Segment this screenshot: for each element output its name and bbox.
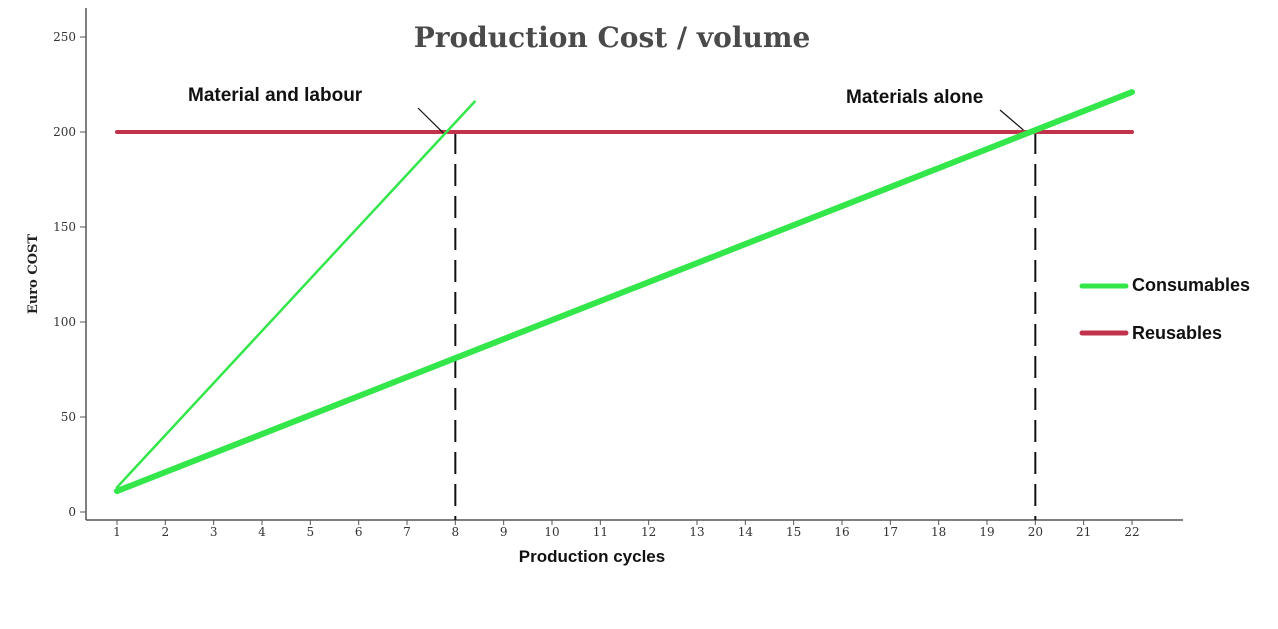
y-tick-label: 0 bbox=[68, 505, 76, 519]
x-tick-label: 14 bbox=[738, 525, 754, 539]
x-tick-label: 3 bbox=[210, 525, 218, 539]
breakeven-lines bbox=[454, 132, 1037, 520]
x-tick-label: 9 bbox=[500, 525, 508, 539]
x-tick-label: 21 bbox=[1076, 525, 1091, 539]
x-axis-title: Production cycles bbox=[519, 547, 665, 566]
x-tick-label: 11 bbox=[593, 525, 608, 539]
legend-label-consumables: Consumables bbox=[1132, 275, 1250, 295]
x-tick-label: 18 bbox=[931, 525, 946, 539]
annotation-pointer bbox=[417, 107, 444, 134]
series-line bbox=[115, 100, 476, 489]
x-tick-label: 10 bbox=[544, 525, 559, 539]
y-tick-label: 150 bbox=[53, 220, 76, 234]
series-layer bbox=[114, 89, 1135, 495]
x-tick-label: 17 bbox=[883, 525, 898, 539]
x-tick-label: 20 bbox=[1028, 525, 1043, 539]
y-tick-label: 250 bbox=[53, 30, 76, 44]
y-axis-title: Euro COST bbox=[26, 234, 41, 314]
x-tick-label: 7 bbox=[403, 525, 411, 539]
x-ticks: 1 2 3 4 5 6 7 8 9 10 11 12 13 14 15 16 17 18 19 20 21 22 bbox=[113, 520, 1140, 539]
x-tick-label: 12 bbox=[641, 525, 656, 539]
annotation-pointers bbox=[417, 107, 1024, 134]
x-tick-label: 1 bbox=[113, 525, 121, 539]
x-tick-label: 22 bbox=[1124, 525, 1139, 539]
series-line bbox=[114, 89, 1135, 495]
annotation-pointer bbox=[999, 109, 1024, 131]
x-tick-label: 13 bbox=[689, 525, 704, 539]
x-tick-label: 8 bbox=[452, 525, 460, 539]
x-tick-label: 15 bbox=[786, 525, 801, 539]
annotation-material-and-labour: Material and labour bbox=[188, 85, 363, 106]
y-tick-label: 100 bbox=[53, 315, 76, 329]
x-tick-label: 16 bbox=[834, 525, 849, 539]
legend: Consumables Reusables bbox=[1079, 275, 1250, 343]
y-tick-label: 50 bbox=[61, 410, 76, 424]
x-tick-label: 2 bbox=[162, 525, 170, 539]
annotation-materials-alone: Materials alone bbox=[846, 87, 983, 108]
axes bbox=[85, 8, 1183, 521]
x-tick-label: 5 bbox=[307, 525, 315, 539]
x-tick-label: 19 bbox=[979, 525, 994, 539]
x-tick-label: 6 bbox=[355, 525, 363, 539]
legend-label-reusables: Reusables bbox=[1132, 323, 1222, 343]
y-ticks: 0 50 100 150 200 250 bbox=[53, 30, 86, 519]
y-tick-label: 200 bbox=[53, 125, 76, 139]
chart-title: Production Cost / volume bbox=[414, 21, 811, 54]
x-tick-label: 4 bbox=[258, 525, 266, 539]
